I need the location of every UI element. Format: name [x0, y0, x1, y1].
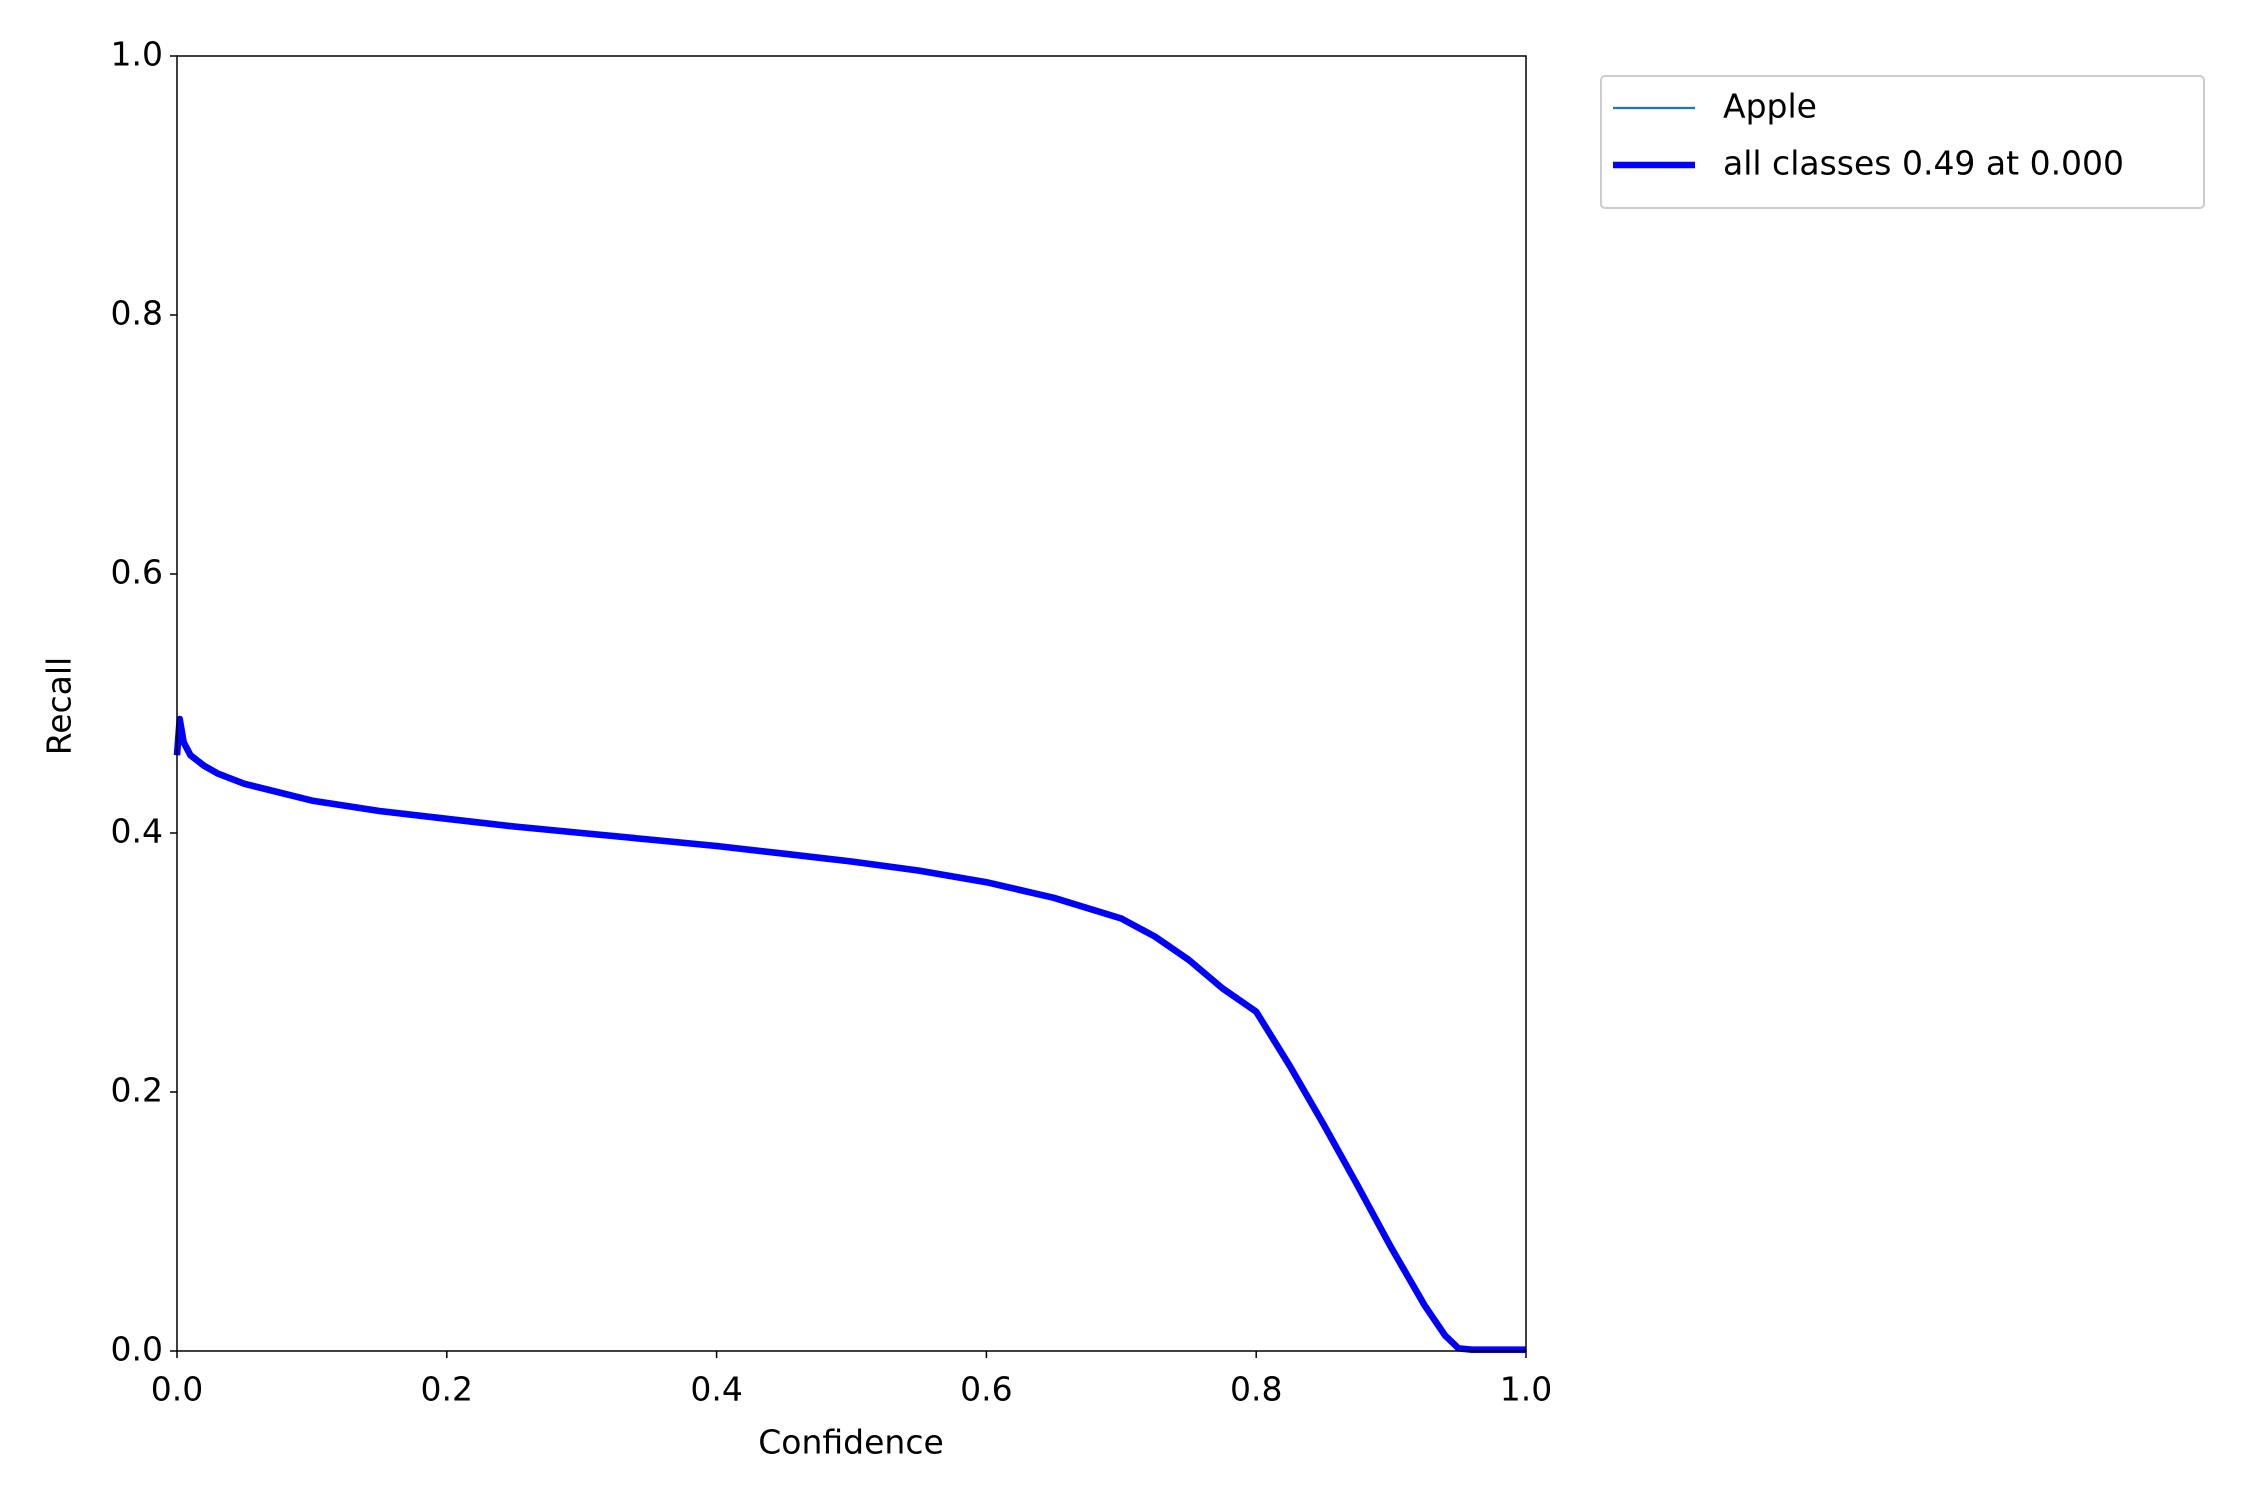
- legend-label: all classes 0.49 at 0.000: [1723, 144, 2124, 183]
- x-tick-label: 0.6: [960, 1370, 1012, 1409]
- x-tick-label: 1.0: [1500, 1370, 1552, 1409]
- y-tick-label: 0.4: [111, 812, 163, 851]
- plot-frame: [176, 55, 1527, 1352]
- y-tick-label: 0.6: [111, 553, 163, 592]
- x-tick-label: 0.2: [421, 1370, 473, 1409]
- x-axis-label: Confidence: [758, 1423, 944, 1462]
- legend-label: Apple: [1723, 87, 1817, 126]
- y-tick-label: 0.8: [111, 294, 163, 333]
- x-tick-label: 0.8: [1230, 1370, 1282, 1409]
- y-tick-label: 1.0: [111, 35, 163, 74]
- x-tick-label: 0.4: [690, 1370, 742, 1409]
- x-tick-label: 0.0: [151, 1370, 203, 1409]
- y-axis-label: Recall: [40, 657, 79, 755]
- line: [173, 715, 1526, 1353]
- y-tick-label: 0.0: [111, 1330, 163, 1369]
- y-tick-label: 0.2: [111, 1071, 163, 1110]
- legend-box: [1600, 75, 2205, 209]
